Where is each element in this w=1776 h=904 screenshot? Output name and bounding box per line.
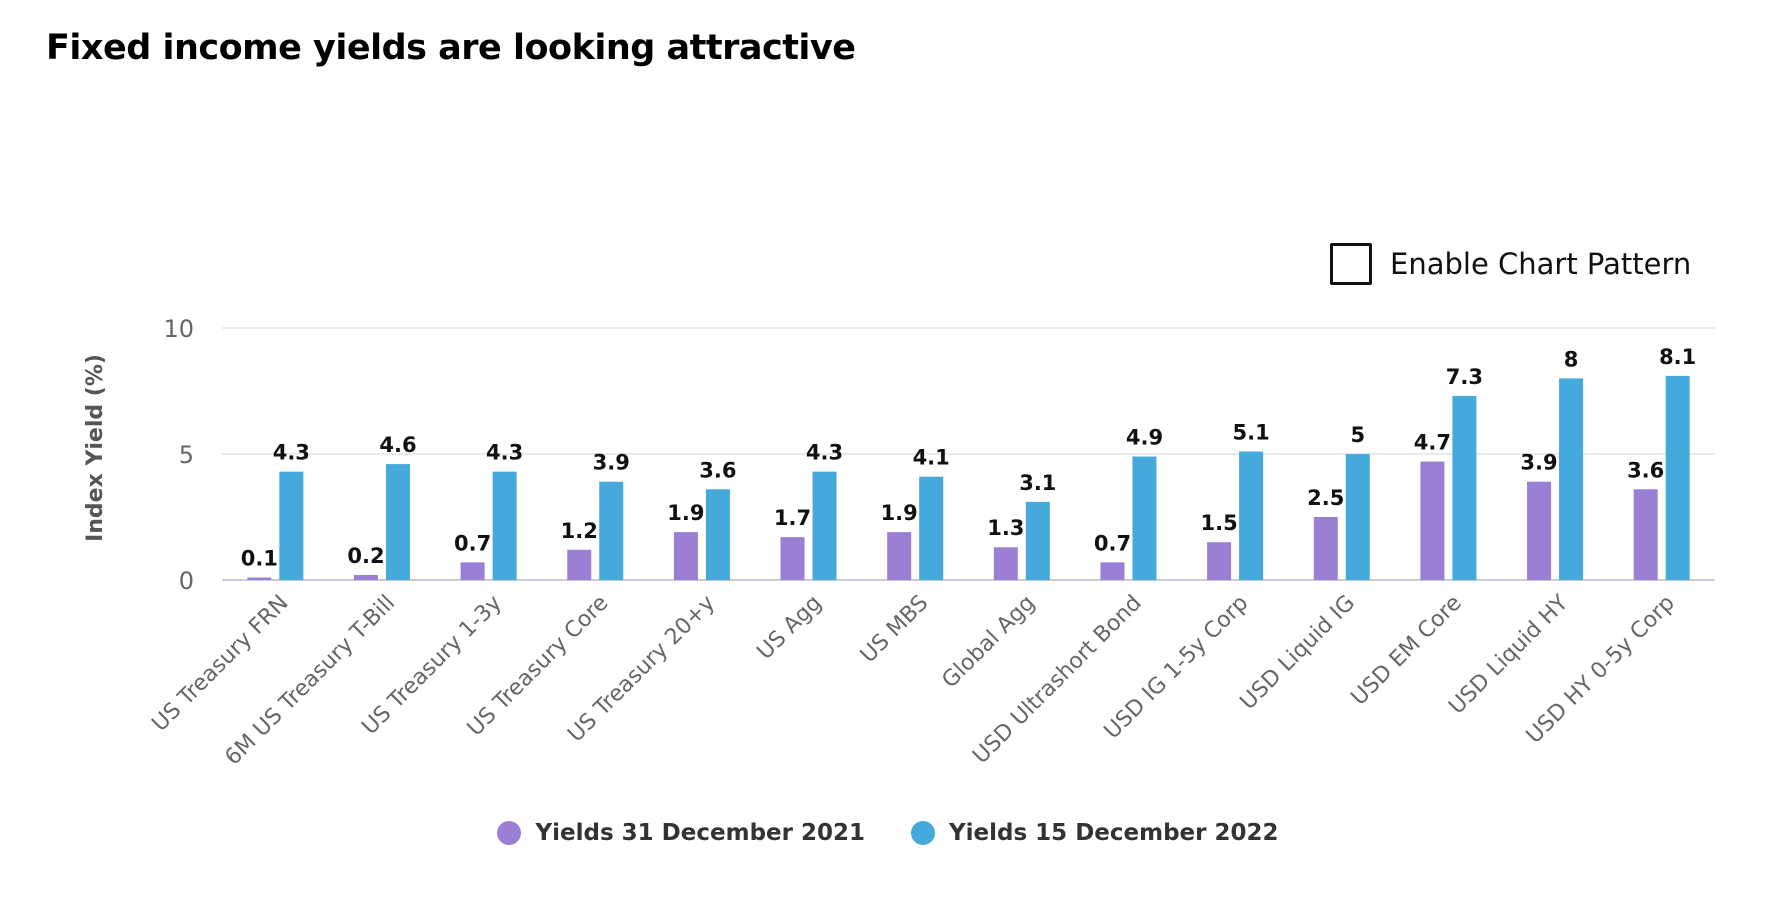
x-tick-label: US Agg bbox=[752, 591, 826, 665]
data-label: 4.3 bbox=[806, 441, 843, 465]
bar bbox=[1239, 451, 1264, 580]
data-label: 8.1 bbox=[1659, 345, 1696, 369]
bar bbox=[567, 549, 592, 580]
bar bbox=[247, 577, 272, 580]
bar bbox=[460, 562, 485, 580]
chart-legend: Yields 31 December 2021 Yields 15 Decembe… bbox=[0, 820, 1776, 846]
y-axis-label: Index Yield (%) bbox=[83, 354, 108, 542]
bar bbox=[1420, 461, 1445, 580]
data-label: 8 bbox=[1564, 347, 1579, 371]
x-tick-label: USD EM Core bbox=[1347, 591, 1467, 711]
enable-chart-pattern-toggle[interactable]: Enable Chart Pattern bbox=[1330, 238, 1691, 290]
bar bbox=[780, 537, 805, 580]
data-label: 1.9 bbox=[667, 501, 704, 525]
data-label: 1.9 bbox=[881, 501, 918, 525]
x-tick-label: 6M US Treasury T-Bill bbox=[220, 591, 400, 771]
bar bbox=[673, 532, 698, 580]
legend-marker-icon bbox=[911, 821, 935, 845]
bar bbox=[279, 471, 304, 580]
bar bbox=[1633, 489, 1658, 580]
data-label: 4.3 bbox=[486, 441, 523, 465]
y-tick-label: 0 bbox=[179, 567, 194, 595]
bar bbox=[1559, 378, 1584, 580]
y-tick-label: 5 bbox=[179, 441, 194, 469]
bar bbox=[1132, 456, 1157, 580]
chart-pattern-checkbox[interactable] bbox=[1330, 243, 1372, 285]
chart-title: Fixed income yields are looking attracti… bbox=[46, 28, 856, 68]
x-tick-label: Global Agg bbox=[937, 591, 1040, 694]
data-label: 4.6 bbox=[379, 433, 416, 457]
data-label: 4.1 bbox=[913, 446, 950, 470]
data-label: 3.9 bbox=[1520, 451, 1557, 475]
y-tick-label: 10 bbox=[163, 315, 194, 343]
legend-label: Yields 31 December 2021 bbox=[535, 820, 865, 846]
data-label: 3.6 bbox=[1627, 458, 1664, 482]
data-label: 1.5 bbox=[1201, 511, 1238, 535]
bar bbox=[599, 481, 624, 580]
data-label: 3.9 bbox=[593, 451, 630, 475]
data-label: 4.9 bbox=[1126, 426, 1163, 450]
data-label: 3.6 bbox=[699, 458, 736, 482]
x-tick-label: US MBS bbox=[856, 591, 934, 669]
bar bbox=[1313, 517, 1338, 580]
legend-label: Yields 15 December 2022 bbox=[949, 820, 1279, 846]
data-label: 4.3 bbox=[273, 441, 310, 465]
data-label: 1.7 bbox=[774, 506, 811, 530]
data-label: 1.3 bbox=[987, 516, 1024, 540]
bar bbox=[919, 476, 944, 580]
legend-item[interactable]: Yields 31 December 2021 bbox=[497, 820, 865, 846]
legend-marker-icon bbox=[497, 821, 522, 845]
data-label: 5.1 bbox=[1233, 420, 1270, 444]
bar bbox=[993, 547, 1018, 580]
data-label: 1.2 bbox=[561, 519, 598, 543]
bar bbox=[353, 574, 378, 580]
x-tick-label: USD Liquid IG bbox=[1236, 591, 1360, 715]
bar bbox=[812, 471, 837, 580]
bar bbox=[1527, 481, 1552, 580]
bar bbox=[1100, 562, 1125, 580]
data-label: 0.7 bbox=[1094, 531, 1131, 555]
bar bbox=[1025, 501, 1050, 580]
legend-item[interactable]: Yields 15 December 2022 bbox=[911, 820, 1279, 846]
bar bbox=[1207, 542, 1232, 580]
data-label: 5 bbox=[1350, 423, 1365, 447]
data-label: 7.3 bbox=[1446, 365, 1483, 389]
bar bbox=[1345, 454, 1370, 580]
bar bbox=[385, 464, 410, 580]
data-label: 0.1 bbox=[241, 546, 278, 570]
bar bbox=[705, 489, 730, 580]
data-label: 3.1 bbox=[1019, 471, 1056, 495]
data-label: 4.7 bbox=[1414, 431, 1451, 455]
data-label: 0.2 bbox=[347, 544, 384, 568]
data-label: 0.7 bbox=[454, 531, 491, 555]
bar bbox=[1452, 396, 1477, 580]
bar bbox=[887, 532, 912, 580]
bar bbox=[1665, 375, 1690, 580]
chart-pattern-label: Enable Chart Pattern bbox=[1390, 247, 1692, 281]
data-label: 2.5 bbox=[1307, 486, 1344, 510]
bar bbox=[492, 471, 517, 580]
